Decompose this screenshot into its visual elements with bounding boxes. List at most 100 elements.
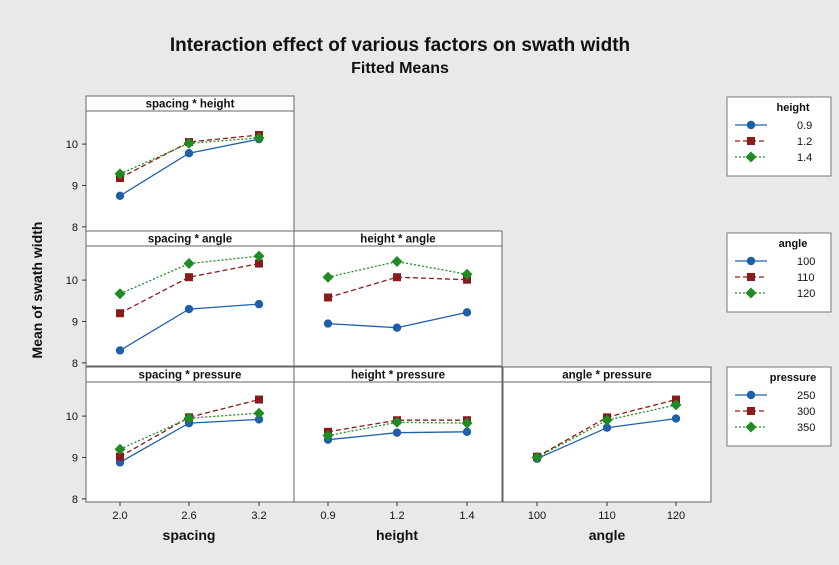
legend-marker: [746, 120, 756, 130]
legend-box: [726, 366, 832, 447]
legend-title: height: [777, 102, 810, 114]
axes-group: 8 9 10 8 9 10 8 9 10 2.0 2.6 3.2 spacing 0.9 1.2 1.4 hei…: [66, 139, 685, 543]
x-axis-label-height: height: [376, 527, 418, 543]
data-point: [461, 268, 473, 280]
legend-marker: [747, 273, 755, 281]
legend-item: 0.9: [735, 120, 812, 132]
data-point: [254, 299, 264, 309]
legend-item: 1.2: [735, 136, 812, 148]
series-line: [327, 419, 467, 433]
series-line: [119, 255, 260, 295]
legend-box: [726, 96, 832, 177]
legend-marker: [746, 256, 756, 266]
y-tick-label: 10: [66, 411, 78, 423]
series-350: [531, 399, 682, 463]
series-line: [327, 421, 468, 437]
panel-title: height * angle: [360, 234, 435, 246]
data-point: [601, 414, 613, 426]
data-point: [183, 412, 195, 424]
y-tick-label: 10: [66, 139, 78, 151]
legend-item: 300: [735, 406, 815, 418]
series-350: [114, 407, 265, 455]
panel-height-pressure: height * pressure: [293, 366, 503, 503]
chart-title: Interaction effect of various factors on…: [170, 35, 630, 56]
y-tick-label: 8: [72, 358, 78, 370]
data-point: [254, 415, 264, 424]
x-tick-label: 120: [667, 510, 685, 522]
legend-marker: [745, 151, 757, 163]
legend-label: 120: [797, 288, 815, 300]
series-0.9: [115, 134, 264, 201]
panel-spacing-pressure: spacing * pressure: [85, 366, 295, 503]
data-point: [391, 255, 403, 267]
panel-spacing-height: spacing * height: [85, 95, 295, 232]
series-100: [323, 308, 472, 332]
x-tick-label: 1.4: [459, 510, 474, 522]
data-point: [114, 168, 126, 180]
data-point: [114, 288, 126, 300]
panel-frame: [85, 230, 295, 367]
panels-group: spacing * height spacing * angle height * …: [85, 95, 712, 503]
data-point: [255, 395, 263, 404]
x-tick-label: 1.2: [389, 510, 404, 522]
y-tick-label: 10: [66, 275, 78, 287]
data-point: [392, 428, 402, 437]
series-110: [116, 259, 263, 318]
data-point: [392, 323, 402, 332]
series-120: [114, 250, 265, 300]
data-point: [462, 427, 472, 437]
data-point: [531, 451, 543, 463]
legend-item: 120: [735, 287, 815, 300]
legend-label: 0.9: [797, 120, 812, 132]
legend-marker: [745, 421, 757, 433]
x-axis-label-angle: angle: [589, 527, 626, 543]
legend-item: 110: [735, 272, 815, 284]
legend-marker: [747, 407, 755, 415]
data-point: [184, 304, 194, 314]
data-point: [324, 293, 332, 302]
legend-title: angle: [779, 238, 808, 250]
series-120: [322, 255, 473, 283]
data-point: [253, 132, 265, 144]
data-point: [185, 273, 193, 282]
data-point: [393, 273, 401, 282]
y-tick-label: 8: [72, 222, 78, 234]
y-tick-label: 9: [72, 180, 78, 192]
y-tick-label: 8: [72, 494, 78, 506]
legend-marker: [747, 137, 755, 145]
legend-box: [726, 232, 832, 313]
y-tick-label: 9: [72, 316, 78, 328]
x-tick-label: 2.6: [181, 510, 196, 522]
panel-title: angle * pressure: [562, 370, 651, 382]
legend-label: 1.2: [797, 136, 812, 148]
data-point: [116, 309, 124, 318]
data-point: [183, 137, 195, 149]
data-point: [670, 399, 682, 411]
data-point: [115, 191, 125, 201]
panel-spacing-angle: spacing * angle: [85, 230, 295, 367]
panel-title: spacing * height: [146, 99, 235, 111]
series-line: [119, 262, 260, 314]
panel-height-angle: height * angle: [293, 230, 503, 367]
panel-frame: [85, 95, 295, 232]
panel-angle-pressure: angle * pressure: [502, 366, 712, 503]
legend-label: 300: [797, 406, 815, 418]
data-point: [115, 346, 125, 355]
data-point: [114, 443, 126, 455]
data-point: [116, 452, 124, 461]
panel-title: spacing * pressure: [139, 370, 242, 382]
data-point: [322, 271, 334, 283]
x-tick-label: 2.0: [112, 510, 127, 522]
data-point: [184, 149, 194, 158]
data-point: [671, 414, 681, 423]
legend-marker: [746, 390, 756, 400]
x-tick-label: 100: [528, 510, 546, 522]
legend-title: pressure: [770, 372, 816, 384]
data-point: [253, 407, 265, 419]
series-1.4: [114, 132, 265, 180]
legend-marker: [745, 287, 757, 299]
data-point: [391, 416, 403, 428]
panel-frame: [502, 366, 712, 503]
